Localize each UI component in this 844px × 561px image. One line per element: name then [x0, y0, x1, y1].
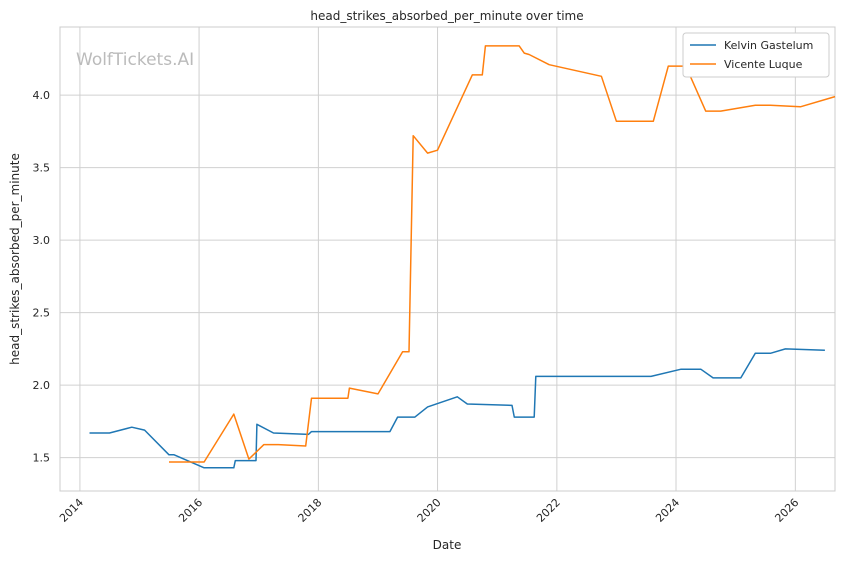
- series-layer: [89, 45, 836, 469]
- plot-frame: [59, 26, 836, 492]
- legend-box: [682, 32, 830, 78]
- grid-layer: [60, 27, 835, 491]
- y-tick-label-3.0: 3.0: [33, 234, 51, 247]
- legend-label-kelvin-gastelum: Kelvin Gastelum: [724, 39, 813, 52]
- x-axis-label: Date: [433, 538, 462, 552]
- series-line-vicente-luque: [169, 45, 836, 463]
- legend: Kelvin Gastelum Vicente Luque: [682, 32, 830, 78]
- chart-title: head_strikes_absorbed_per_minute over ti…: [310, 9, 583, 23]
- y-tick-label-4.0: 4.0: [33, 89, 51, 102]
- watermark-text: WolfTickets.AI: [76, 50, 194, 70]
- y-tick-label-2.5: 2.5: [33, 307, 51, 320]
- y-tick-label-1.5: 1.5: [33, 452, 51, 465]
- legend-label-vicente-luque: Vicente Luque: [724, 58, 803, 71]
- y-tick-label-2.0: 2.0: [33, 379, 51, 392]
- y-tick-label-3.5: 3.5: [33, 162, 51, 175]
- y-axis-label: head_strikes_absorbed_per_minute: [8, 153, 22, 365]
